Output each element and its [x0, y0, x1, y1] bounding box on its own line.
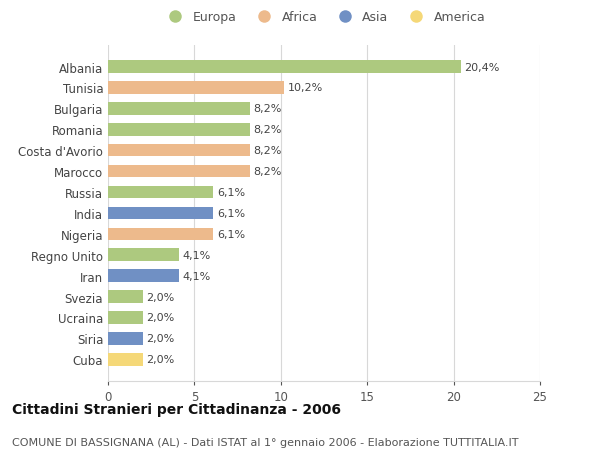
Legend: Europa, Africa, Asia, America: Europa, Africa, Asia, America — [160, 9, 488, 27]
Text: 2,0%: 2,0% — [146, 313, 174, 323]
Bar — [108, 186, 214, 199]
Text: 6,1%: 6,1% — [217, 208, 245, 218]
Text: 8,2%: 8,2% — [253, 167, 281, 177]
Text: 6,1%: 6,1% — [217, 188, 245, 197]
Bar — [108, 291, 143, 303]
Bar — [108, 165, 250, 178]
Bar — [108, 145, 250, 157]
Bar — [108, 312, 143, 324]
Text: Cittadini Stranieri per Cittadinanza - 2006: Cittadini Stranieri per Cittadinanza - 2… — [12, 402, 341, 416]
Text: 6,1%: 6,1% — [217, 230, 245, 239]
Text: 2,0%: 2,0% — [146, 334, 174, 344]
Text: 4,1%: 4,1% — [182, 271, 211, 281]
Bar — [108, 249, 179, 262]
Text: 8,2%: 8,2% — [253, 125, 281, 135]
Text: 10,2%: 10,2% — [288, 83, 323, 93]
Bar — [108, 82, 284, 95]
Text: 8,2%: 8,2% — [253, 104, 281, 114]
Text: 2,0%: 2,0% — [146, 292, 174, 302]
Text: 8,2%: 8,2% — [253, 146, 281, 156]
Text: COMUNE DI BASSIGNANA (AL) - Dati ISTAT al 1° gennaio 2006 - Elaborazione TUTTITA: COMUNE DI BASSIGNANA (AL) - Dati ISTAT a… — [12, 437, 518, 447]
Bar — [108, 228, 214, 241]
Bar — [108, 207, 214, 220]
Text: 20,4%: 20,4% — [464, 62, 499, 73]
Bar — [108, 332, 143, 345]
Bar — [108, 353, 143, 366]
Text: 2,0%: 2,0% — [146, 354, 174, 364]
Bar — [108, 61, 461, 73]
Bar — [108, 103, 250, 115]
Bar — [108, 270, 179, 282]
Text: 4,1%: 4,1% — [182, 250, 211, 260]
Bar — [108, 124, 250, 136]
